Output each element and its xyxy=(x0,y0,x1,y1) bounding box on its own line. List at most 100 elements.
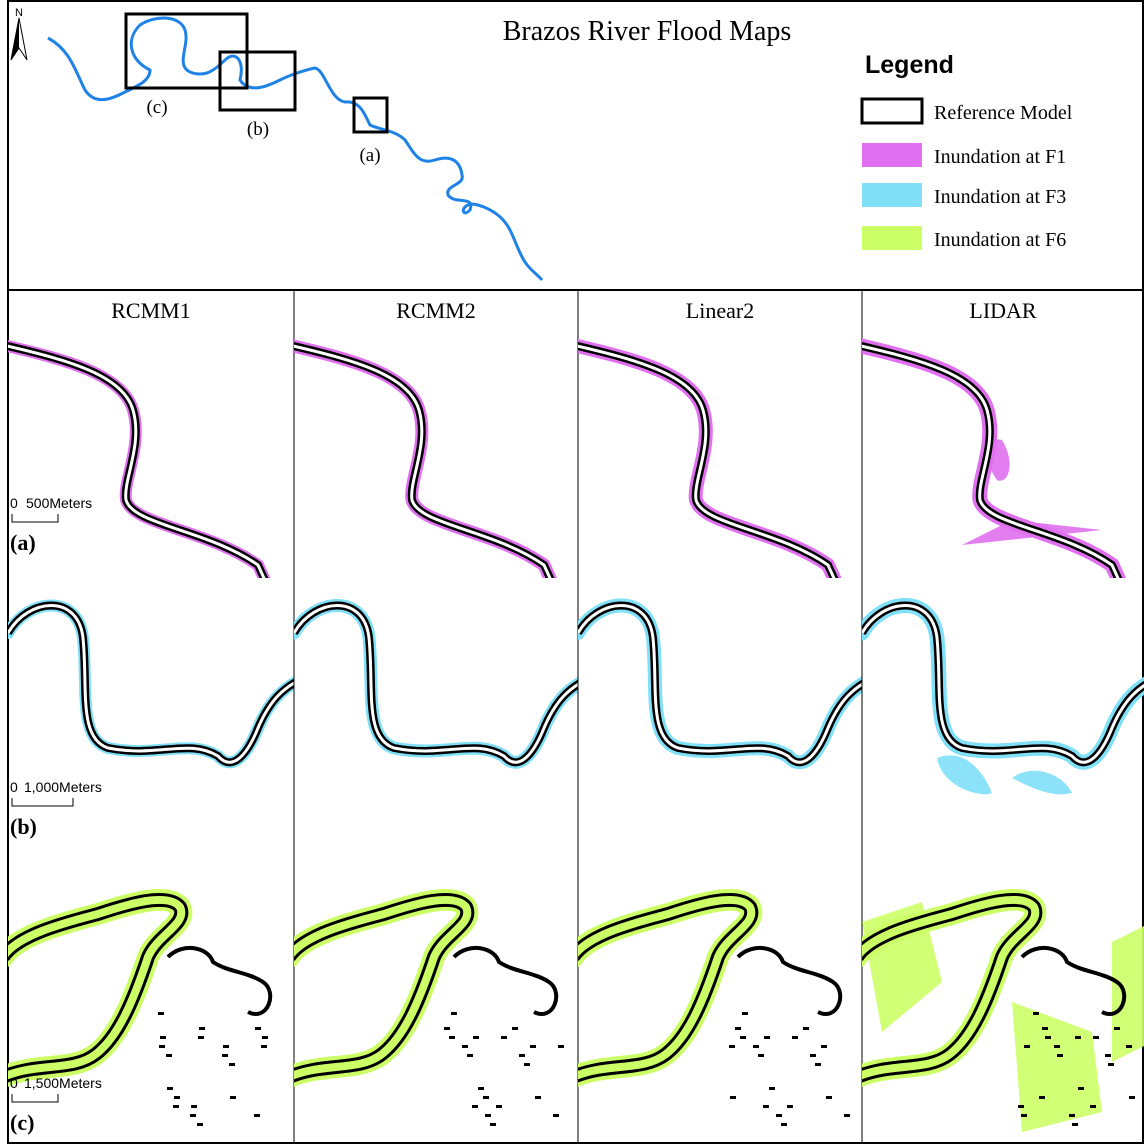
building-footprint xyxy=(222,1054,228,1057)
building-footprint xyxy=(462,1045,468,1048)
building-footprint xyxy=(1090,1105,1096,1108)
reference-model-inner xyxy=(8,896,186,1080)
row-label: (b) xyxy=(10,814,37,839)
scale-start: 0 xyxy=(10,495,18,511)
scale-bar xyxy=(11,798,74,807)
map-panel xyxy=(862,598,1144,795)
building-footprint xyxy=(255,1027,261,1030)
building-footprint xyxy=(158,1012,164,1015)
building-footprint xyxy=(174,1096,180,1099)
extent-label: (b) xyxy=(247,119,269,140)
building-footprint xyxy=(1033,1012,1039,1015)
legend-label: Inundation at F1 xyxy=(934,146,1066,168)
column-header: RCMM1 xyxy=(111,298,190,323)
building-footprint xyxy=(199,1027,205,1030)
building-footprint xyxy=(167,1087,173,1090)
scale-start: 0 xyxy=(10,779,18,795)
building-footprint xyxy=(478,1087,484,1090)
building-footprint xyxy=(735,1027,741,1030)
building-footprint xyxy=(173,1105,179,1108)
building-footprint xyxy=(444,1027,450,1030)
building-footprint xyxy=(1024,1045,1030,1048)
reference-model-inner xyxy=(578,344,836,578)
building-footprint xyxy=(473,1036,479,1039)
row-label: (c) xyxy=(10,1110,34,1135)
legend-swatch xyxy=(862,226,922,250)
building-footprint xyxy=(472,1105,478,1108)
row-label: (a) xyxy=(10,530,36,555)
column-header: RCMM2 xyxy=(396,298,475,323)
map-panel xyxy=(8,599,294,769)
building-footprint xyxy=(1042,1027,1048,1030)
building-footprint xyxy=(730,1096,736,1099)
building-footprint xyxy=(764,1036,770,1039)
building-footprint xyxy=(1045,1036,1051,1039)
building-footprint xyxy=(1057,1054,1063,1057)
building-footprint xyxy=(1021,1114,1027,1117)
building-footprint xyxy=(229,1063,235,1066)
map-panel xyxy=(8,889,273,1126)
extent-label: (c) xyxy=(146,97,167,118)
reference-model xyxy=(1020,946,1127,1016)
building-footprint xyxy=(753,1045,759,1048)
building-footprint xyxy=(792,1036,798,1039)
map-panel xyxy=(294,599,578,769)
building-footprint xyxy=(496,1105,502,1108)
building-footprint xyxy=(742,1012,748,1015)
building-footprint xyxy=(197,1123,203,1126)
building-footprint xyxy=(810,1054,816,1057)
reference-model-inner xyxy=(862,604,1144,764)
building-footprint xyxy=(159,1045,165,1048)
reference-model-inner xyxy=(578,604,862,764)
building-footprint xyxy=(191,1105,197,1108)
building-footprint xyxy=(729,1045,735,1048)
title: Brazos River Flood Maps xyxy=(503,16,792,47)
building-footprint xyxy=(815,1063,821,1066)
building-footprint xyxy=(449,1036,455,1039)
building-footprint xyxy=(519,1054,525,1057)
building-footprint xyxy=(490,1123,496,1126)
building-footprint xyxy=(190,1114,196,1117)
river-overview xyxy=(47,16,544,281)
building-footprint xyxy=(826,1096,832,1099)
building-footprint xyxy=(1108,1063,1114,1066)
building-footprint xyxy=(1078,1087,1084,1090)
building-footprint xyxy=(535,1096,541,1099)
building-footprint xyxy=(1114,1027,1120,1030)
building-footprint xyxy=(467,1054,473,1057)
building-footprint xyxy=(787,1105,793,1108)
reference-model xyxy=(166,946,273,1016)
scale-start: 0 xyxy=(10,1075,18,1091)
building-footprint xyxy=(558,1045,564,1048)
reference-model-inner xyxy=(578,896,756,1080)
building-footprint xyxy=(261,1045,267,1048)
map-panel xyxy=(862,889,1144,1132)
column-header: LIDAR xyxy=(969,298,1037,323)
reference-model xyxy=(736,946,843,1016)
extent-box xyxy=(218,50,297,112)
building-footprint xyxy=(803,1027,809,1030)
building-footprint xyxy=(1105,1054,1111,1057)
scale-end: 1,000Meters xyxy=(24,779,102,795)
building-footprint xyxy=(1054,1045,1060,1048)
scale-bar xyxy=(11,1094,59,1103)
building-footprint xyxy=(1018,1105,1024,1108)
building-footprint xyxy=(776,1114,782,1117)
building-footprint xyxy=(769,1087,775,1090)
building-footprint xyxy=(553,1114,559,1117)
building-footprint xyxy=(1039,1096,1045,1099)
map-panel xyxy=(578,889,850,1126)
building-footprint xyxy=(198,1036,204,1039)
scale-end: 1,500Meters xyxy=(24,1075,102,1091)
frame xyxy=(7,0,1144,1144)
legend-swatch xyxy=(862,183,922,207)
building-footprint xyxy=(530,1045,536,1048)
building-footprint xyxy=(1093,1036,1099,1039)
legend-title: Legend xyxy=(865,51,954,79)
inundation-extra xyxy=(1012,770,1072,795)
reference-model-inner xyxy=(294,344,552,578)
building-footprint xyxy=(512,1027,518,1030)
building-footprint xyxy=(223,1045,229,1048)
map-panel xyxy=(578,338,842,578)
